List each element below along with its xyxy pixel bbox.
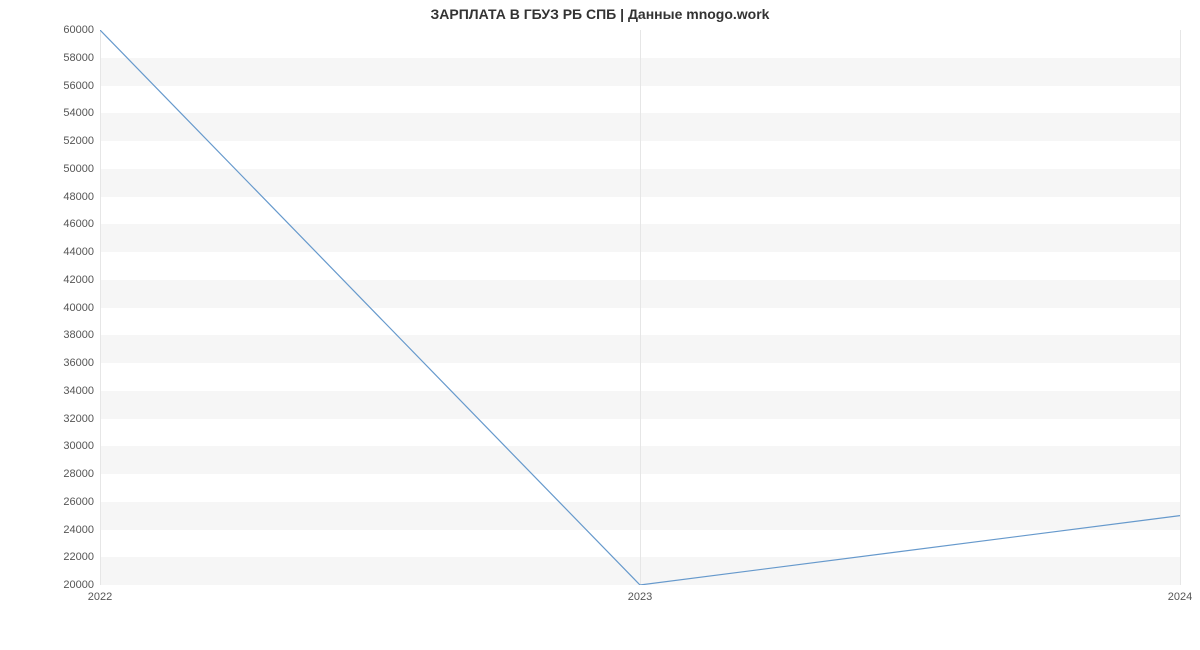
y-tick-label: 26000: [63, 496, 100, 508]
salary-line: [100, 30, 1180, 585]
y-tick-label: 56000: [63, 80, 100, 92]
y-tick-label: 34000: [63, 385, 100, 397]
y-tick-label: 42000: [63, 274, 100, 286]
y-tick-label: 60000: [63, 24, 100, 36]
y-tick-label: 54000: [63, 107, 100, 119]
chart-title: ЗАРПЛАТА В ГБУЗ РБ СПБ | Данные mnogo.wo…: [0, 6, 1200, 22]
y-tick-label: 36000: [63, 357, 100, 369]
y-tick-label: 22000: [63, 551, 100, 563]
y-tick-label: 28000: [63, 468, 100, 480]
y-tick-label: 50000: [63, 163, 100, 175]
x-tick-label: 2024: [1168, 585, 1192, 603]
y-tick-label: 32000: [63, 413, 100, 425]
x-tick-label: 2023: [628, 585, 652, 603]
x-tick-label: 2022: [88, 585, 112, 603]
y-tick-label: 44000: [63, 246, 100, 258]
y-tick-label: 58000: [63, 52, 100, 64]
x-gridline: [1180, 30, 1181, 585]
y-tick-label: 24000: [63, 524, 100, 536]
y-tick-label: 38000: [63, 329, 100, 341]
y-tick-label: 46000: [63, 218, 100, 230]
plot-area: 2000022000240002600028000300003200034000…: [100, 30, 1180, 585]
chart-container: ЗАРПЛАТА В ГБУЗ РБ СПБ | Данные mnogo.wo…: [0, 0, 1200, 650]
y-tick-label: 52000: [63, 135, 100, 147]
line-series: [100, 30, 1180, 585]
y-tick-label: 30000: [63, 440, 100, 452]
y-tick-label: 48000: [63, 191, 100, 203]
y-tick-label: 40000: [63, 302, 100, 314]
